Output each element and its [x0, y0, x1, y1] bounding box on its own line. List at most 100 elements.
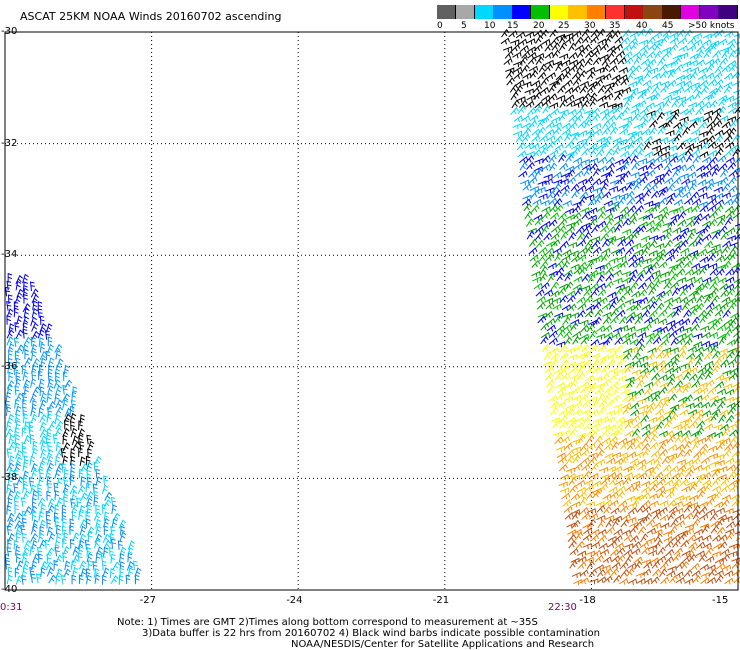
- wind-barb: [672, 245, 682, 255]
- wind-barb: [602, 324, 613, 332]
- wind-barb: [621, 395, 631, 403]
- wind-barb: [22, 371, 29, 381]
- wind-barb: [564, 390, 574, 397]
- wind-barb: [660, 277, 670, 285]
- wind-barb: [621, 106, 631, 116]
- wind-barb: [15, 280, 22, 291]
- wind-barb: [616, 358, 626, 367]
- wind-barb: [700, 340, 711, 348]
- wind-barb: [556, 94, 566, 102]
- wind-barb: [658, 309, 668, 318]
- wind-barb: [511, 99, 520, 109]
- wind-barb: [649, 483, 658, 492]
- wind-barb: [622, 170, 631, 179]
- wind-barb: [552, 49, 561, 59]
- wind-barb: [617, 295, 626, 304]
- wind-barb: [639, 367, 650, 375]
- wind-barb: [655, 302, 665, 311]
- wind-barb: [734, 223, 740, 229]
- wind-barb: [719, 283, 729, 291]
- wind-barb: [518, 38, 528, 46]
- wind-barb: [724, 323, 734, 331]
- wind-barb: [728, 550, 738, 557]
- wind-barb: [718, 348, 728, 355]
- wind-barb: [658, 325, 669, 333]
- wind-barb: [602, 63, 611, 73]
- wind-barb: [629, 463, 638, 472]
- wind-barb: [631, 428, 641, 437]
- wind-barb: [698, 266, 708, 275]
- wind-barb: [717, 473, 727, 481]
- wind-barb: [611, 555, 621, 563]
- wind-barb: [653, 223, 662, 233]
- wind-barb: [633, 181, 642, 191]
- wind-barb: [71, 435, 79, 445]
- wind-barb: [635, 205, 644, 213]
- wind-barb: [563, 505, 573, 513]
- wind-barb: [685, 402, 695, 409]
- wind-barb: [709, 512, 719, 521]
- wind-barb: [711, 469, 721, 478]
- wind-barb: [607, 291, 617, 299]
- wind-barb: [29, 546, 35, 556]
- wind-barb: [631, 242, 642, 250]
- wind-barb: [732, 382, 740, 389]
- wind-barb: [642, 568, 652, 576]
- wind-barb: [561, 128, 571, 136]
- wind-barb: [92, 561, 98, 571]
- wind-barb: [78, 447, 83, 458]
- wind-barb: [540, 281, 550, 290]
- wind-barb: [102, 567, 110, 577]
- wind-barb: [675, 80, 686, 87]
- wind-barb: [578, 247, 588, 255]
- wind-barb: [605, 217, 615, 227]
- wind-barb: [716, 400, 726, 410]
- wind-barb: [702, 39, 712, 46]
- wind-barb: [559, 421, 569, 429]
- wind-barb: [563, 442, 573, 450]
- wind-barb: [621, 529, 631, 537]
- wind-barb: [622, 352, 632, 360]
- wind-barb: [669, 273, 679, 282]
- wind-barb: [679, 173, 689, 180]
- wind-barb: [541, 154, 551, 163]
- wind-barb: [637, 91, 647, 100]
- wind-barb: [529, 238, 538, 247]
- wind-barb: [667, 434, 676, 444]
- wind-barb: [574, 170, 584, 178]
- wind-barb: [572, 454, 581, 464]
- wind-barb: [708, 218, 718, 228]
- wind-barb: [603, 567, 613, 576]
- wind-barb: [584, 484, 594, 492]
- wind-barb: [702, 156, 712, 164]
- wind-barb: [62, 434, 68, 445]
- wind-barb: [72, 566, 79, 577]
- wind-barb: [500, 37, 510, 45]
- wind-barb: [14, 504, 19, 515]
- colorbar-label: 40: [636, 21, 648, 31]
- wind-barb: [626, 379, 635, 389]
- wind-barb: [78, 510, 84, 521]
- wind-barb: [631, 369, 641, 376]
- wind-barb: [714, 78, 724, 87]
- wind-barb: [633, 556, 643, 564]
- wind-barb: [567, 534, 577, 543]
- wind-barb: [577, 138, 587, 145]
- wind-barb: [563, 330, 572, 339]
- wind-barb: [639, 44, 649, 52]
- wind-barb: [724, 443, 734, 451]
- wind-barb: [64, 379, 73, 389]
- wind-barb: [694, 352, 704, 360]
- wind-barb: [720, 477, 730, 486]
- wind-barb: [598, 399, 608, 408]
- wind-barb: [613, 43, 623, 51]
- wind-barb: [661, 455, 671, 465]
- wind-barb: [672, 226, 682, 234]
- wind-barb: [534, 226, 544, 234]
- wind-barb: [564, 272, 573, 282]
- wind-barb: [669, 465, 679, 473]
- wind-barb: [28, 426, 34, 437]
- wind-barb: [691, 252, 700, 261]
- wind-barb: [21, 447, 27, 458]
- wind-barb: [526, 218, 535, 227]
